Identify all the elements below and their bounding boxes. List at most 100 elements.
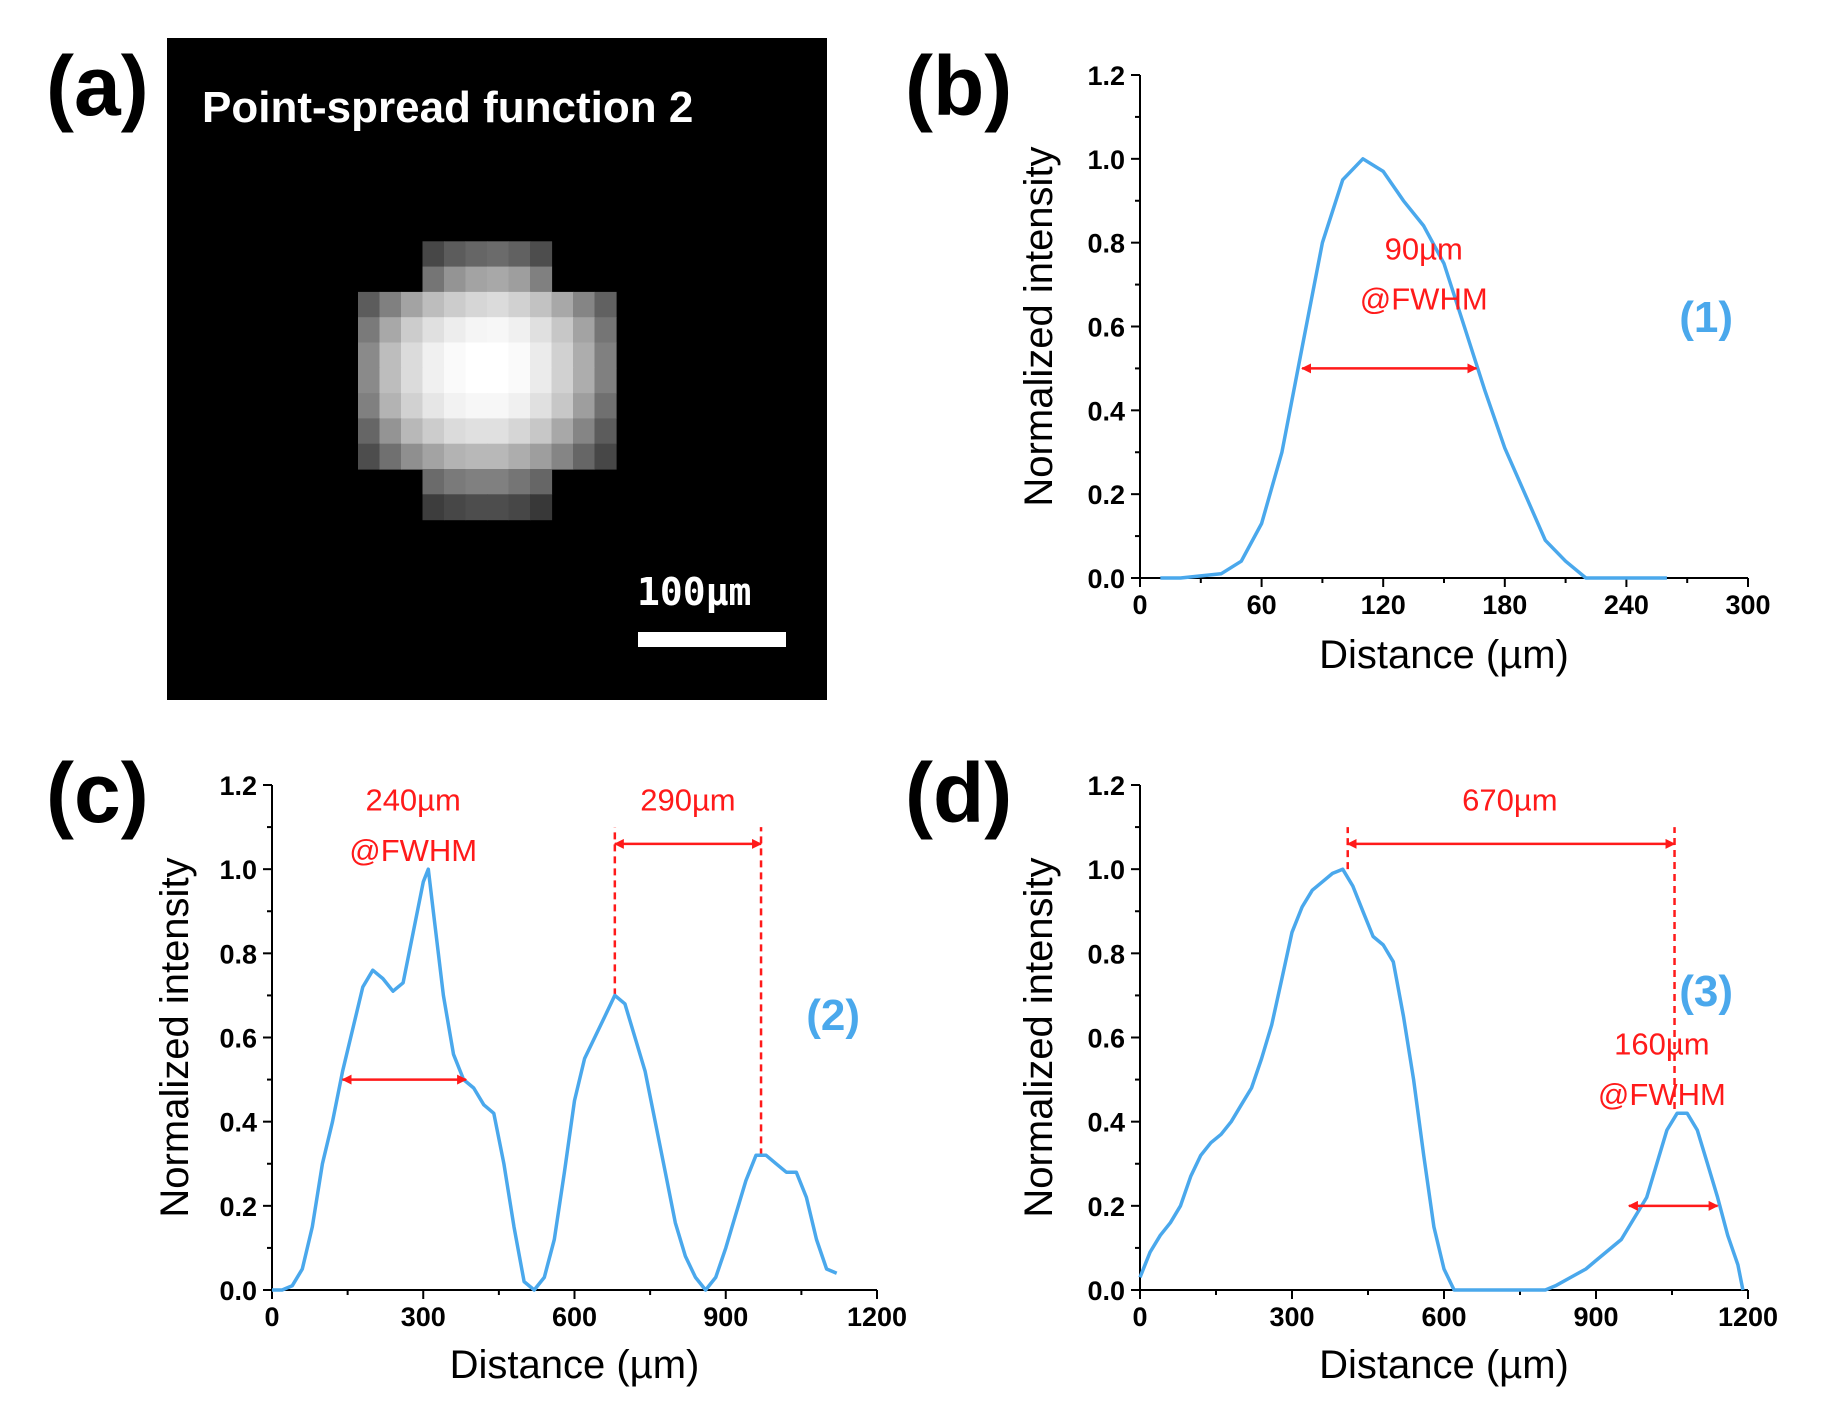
- psf-pixel: [444, 266, 467, 293]
- psf-pixel: [444, 469, 467, 495]
- y-tick-label: 0.2: [1087, 480, 1125, 510]
- psf-pixel: [487, 291, 510, 318]
- psf-pixel: [573, 317, 596, 344]
- psf-pixel: [444, 367, 467, 394]
- psf-pixel: [422, 367, 445, 394]
- y-tick-label: 1.0: [1087, 855, 1125, 885]
- psf-pixel: [551, 342, 574, 369]
- y-axis-label: Normalized intensity: [1017, 146, 1061, 506]
- y-tick-label: 0.4: [1087, 1108, 1125, 1138]
- psf-pixel: [594, 443, 617, 470]
- x-tick-label: 240: [1604, 590, 1649, 620]
- y-axis-label: Normalized intensity: [153, 857, 197, 1217]
- psf-pixel: [508, 266, 531, 293]
- psf-pixel: [551, 291, 574, 318]
- psf-pixel: [422, 342, 445, 369]
- psf-pixel: [444, 317, 467, 344]
- psf-pixel: [401, 418, 424, 445]
- psf-pixel: [573, 393, 596, 419]
- psf-pixel: [508, 443, 531, 470]
- psf-pixel: [508, 418, 531, 445]
- psf-pixel: [594, 291, 617, 318]
- x-tick-label: 120: [1361, 590, 1406, 620]
- psf-pixel: [358, 443, 381, 470]
- psf-pixel: [422, 469, 445, 495]
- psf-pixel: [573, 367, 596, 394]
- psf-pixel: [573, 291, 596, 318]
- psf-pixel: [487, 367, 510, 394]
- x-axis-label: Distance (µm): [1319, 1343, 1569, 1387]
- x-axis-label: Distance (µm): [1319, 633, 1569, 677]
- annotation-label: @FWHM: [349, 833, 477, 868]
- psf-pixel: [594, 367, 617, 394]
- psf-pixel: [422, 393, 445, 419]
- psf-pixel: [379, 443, 402, 470]
- psf-pixel: [379, 342, 402, 369]
- panel-letter-d: (d): [905, 746, 1012, 840]
- psf-pixel: [573, 443, 596, 470]
- psf-image: [358, 241, 617, 521]
- psf-pixel: [487, 443, 510, 470]
- psf-pixel: [487, 494, 510, 521]
- psf-pixel: [358, 291, 381, 318]
- psf-pixel: [379, 418, 402, 445]
- y-tick-label: 0.0: [1087, 1276, 1125, 1306]
- psf-pixel: [487, 266, 510, 293]
- psf-pixel: [530, 317, 553, 344]
- psf-pixel: [594, 317, 617, 344]
- psf-pixel: [401, 393, 424, 419]
- psf-pixel: [594, 418, 617, 445]
- x-tick-label: 900: [703, 1302, 748, 1332]
- panel-letter-c: (c): [46, 746, 149, 840]
- x-tick-label: 300: [401, 1302, 446, 1332]
- series-line-1: [1160, 157, 1667, 580]
- y-tick-label: 1.2: [1087, 771, 1125, 801]
- psf-pixel: [465, 241, 488, 268]
- psf-pixel: [465, 291, 488, 318]
- psf-pixel: [465, 494, 488, 521]
- scale-bar-label: 100µm: [637, 570, 751, 614]
- y-tick-label: 0.8: [1087, 229, 1125, 259]
- x-tick-label: 0: [1132, 1302, 1147, 1332]
- psf-pixel: [358, 367, 381, 394]
- x-tick-label: 180: [1482, 590, 1527, 620]
- psf-pixel: [551, 393, 574, 419]
- psf-pixel: [444, 342, 467, 369]
- psf-pixel: [379, 393, 402, 419]
- psf-pixel: [444, 291, 467, 318]
- psf-pixel: [358, 317, 381, 344]
- psf-pixel: [551, 367, 574, 394]
- psf-pixel: [530, 367, 553, 394]
- psf-pixel: [551, 317, 574, 344]
- y-tick-label: 1.2: [219, 771, 257, 801]
- psf-pixel: [465, 393, 488, 419]
- y-tick-label: 0.2: [219, 1192, 257, 1222]
- panel-letter-a: (a): [46, 39, 149, 133]
- y-tick-label: 0.4: [1087, 396, 1125, 426]
- psf-pixel: [530, 342, 553, 369]
- psf-pixel: [422, 443, 445, 470]
- panel-a: (a) Point-spread function 2 100µm: [46, 38, 827, 700]
- psf-pixel: [508, 342, 531, 369]
- x-tick-label: 0: [1132, 590, 1147, 620]
- series-line-3: [1138, 867, 1745, 1292]
- y-axis-label: Normalized intensity: [1017, 857, 1061, 1217]
- psf-pixel: [530, 418, 553, 445]
- series-label: (1): [1679, 293, 1733, 342]
- psf-pixel: [487, 342, 510, 369]
- y-tick-label: 1.0: [1087, 145, 1125, 175]
- psf-pixel: [401, 317, 424, 344]
- psf-pixel: [530, 241, 553, 268]
- series-label: (2): [806, 991, 860, 1040]
- annotation-label: 240µm: [365, 782, 460, 817]
- x-tick-label: 600: [1421, 1302, 1466, 1332]
- psf-pixel: [465, 367, 488, 394]
- psf-pixel: [487, 393, 510, 419]
- psf-pixel: [508, 367, 531, 394]
- psf-pixel: [444, 393, 467, 419]
- x-tick-label: 900: [1573, 1302, 1618, 1332]
- x-tick-label: 60: [1247, 590, 1277, 620]
- x-tick-label: 300: [1725, 590, 1770, 620]
- psf-pixel: [422, 418, 445, 445]
